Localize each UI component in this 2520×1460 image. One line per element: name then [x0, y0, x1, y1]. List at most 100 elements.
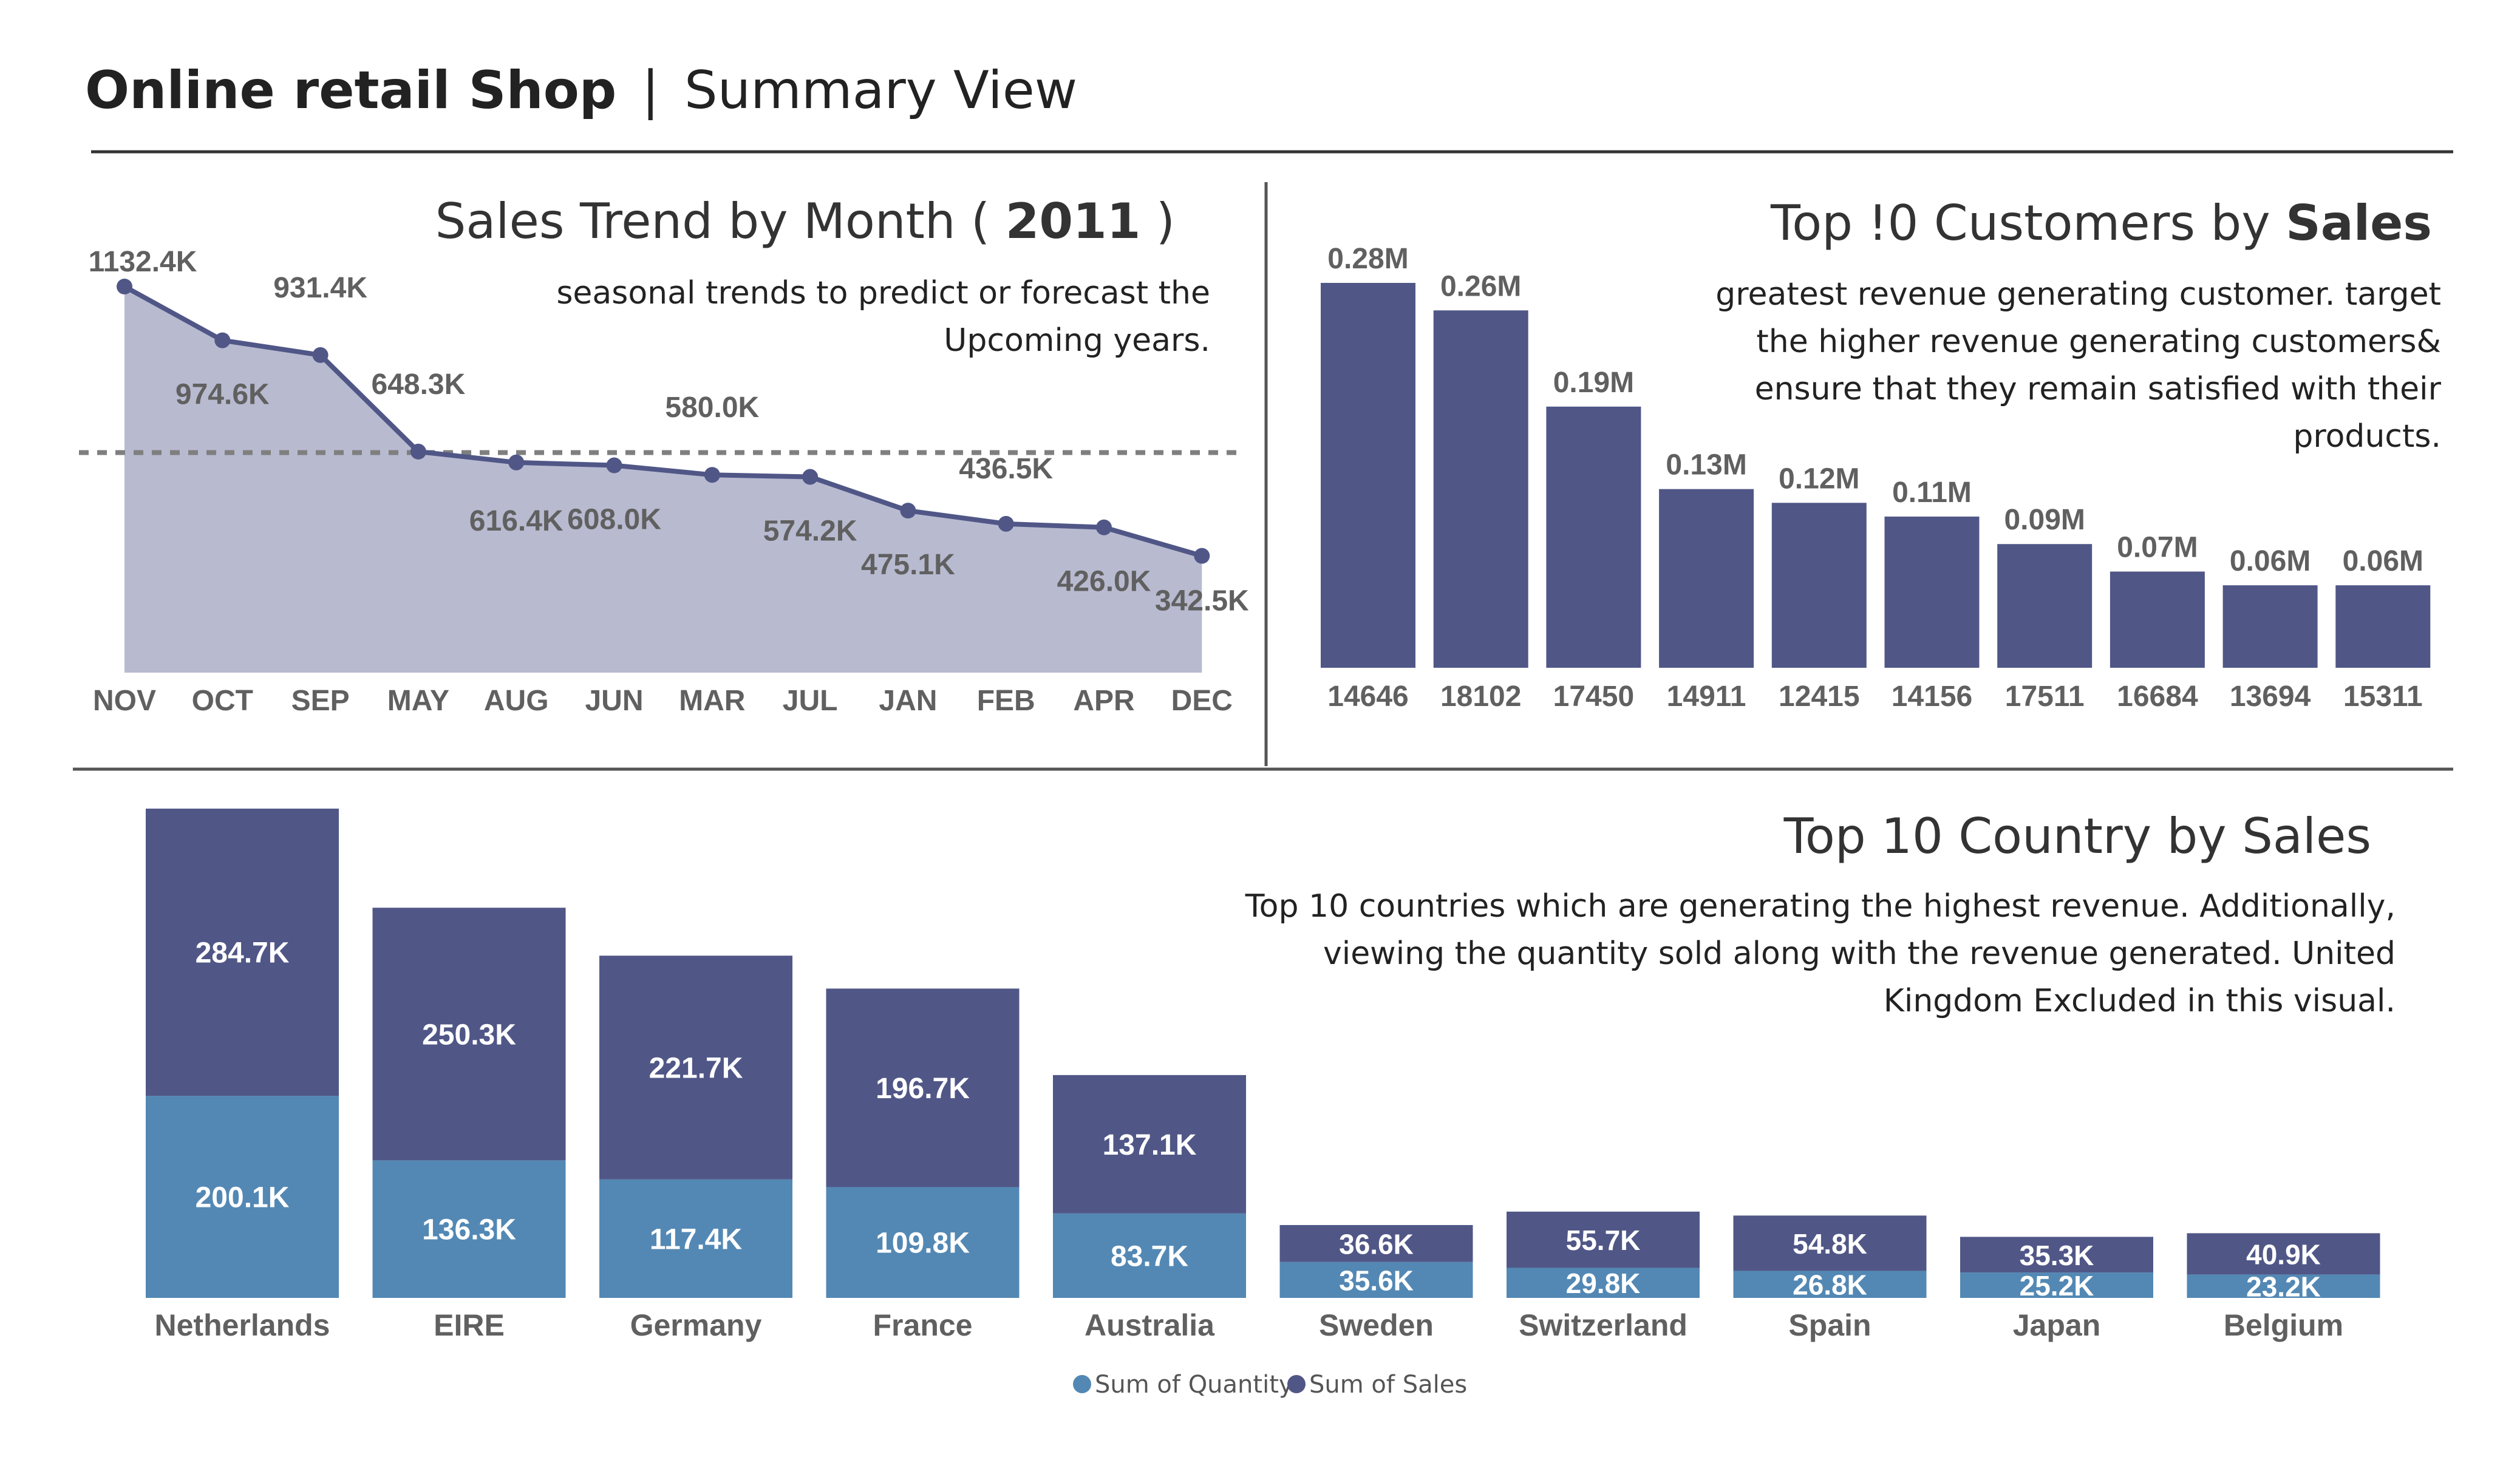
trend-point: [410, 443, 426, 460]
customers-title-bold: Sales: [2286, 195, 2432, 251]
customer-x-tick-label: 16684: [2117, 681, 2198, 713]
page-title-separator: |: [642, 60, 659, 121]
trend-data-label: 580.0K: [665, 392, 759, 424]
country-x-tick-label: Japan: [2013, 1308, 2101, 1342]
customer-bar-label: 0.12M: [1779, 463, 1859, 495]
country-sales-bar: [1507, 1211, 1700, 1268]
customers-title: Top !0 Customers by Sales: [1770, 195, 2432, 251]
country-quantity-label: 26.8K: [1793, 1269, 1867, 1301]
trend-point: [606, 457, 622, 474]
country-quantity-label: 136.3K: [422, 1214, 516, 1246]
trend-x-tick-label: FEB: [977, 685, 1035, 717]
country-quantity-bar: [1507, 1268, 1700, 1298]
sales-trend-panel: Sales Trend by Month ( 2011 ) seasonal t…: [79, 193, 1249, 717]
page-title: Online retail Shop | Summary View: [85, 60, 1077, 121]
customer-x-tick-label: 12415: [1779, 681, 1859, 713]
top-customers-panel: Top !0 Customers by Sales greatest reven…: [1321, 195, 2442, 713]
customer-bar-label: 0.13M: [1666, 449, 1746, 481]
country-quantity-bar: [1733, 1271, 1927, 1298]
country-sales-bar: [146, 809, 339, 1096]
country-x-tick-label: Australia: [1085, 1308, 1215, 1342]
country-sales-bar: [1960, 1237, 2153, 1273]
customer-bar-label: 0.06M: [2343, 545, 2423, 577]
legend-sales-label: Sum of Sales: [1309, 1371, 1467, 1399]
top-countries-chart: 200.1K 284.7K Netherlands 136.3K 250.3K EIRE 1…: [146, 809, 2380, 1342]
country-quantity-bar: [599, 1179, 792, 1298]
customers-desc-line-3: ensure that they remain satisfied with t…: [1755, 371, 2442, 407]
customer-bar: [2110, 571, 2205, 668]
customer-bar: [2335, 585, 2431, 668]
countries-title: Top 10 Country by Sales: [1783, 808, 2371, 864]
country-x-tick-label: Sweden: [1319, 1308, 1434, 1342]
country-x-tick-label: Spain: [1788, 1308, 1871, 1342]
customer-x-tick-label: 15311: [2343, 681, 2423, 713]
trend-x-tick-label: DEC: [1171, 685, 1233, 717]
country-quantity-bar: [2187, 1274, 2380, 1298]
trend-x-tick-label: MAR: [679, 685, 745, 717]
trend-x-tick-label: JAN: [879, 685, 937, 717]
country-sales-bar: [1733, 1215, 1927, 1271]
country-sales-bar: [599, 956, 792, 1180]
country-quantity-bar: [1053, 1213, 1246, 1298]
customer-bar-label: 0.26M: [1440, 270, 1521, 302]
country-sales-label: 54.8K: [1793, 1228, 1867, 1260]
country-sales-label: 40.9K: [2246, 1238, 2321, 1270]
customer-x-tick-label: 14646: [1327, 681, 1408, 713]
country-sales-label: 284.7K: [196, 937, 290, 969]
country-quantity-label: 25.2K: [2020, 1270, 2094, 1302]
trend-data-label: 574.2K: [763, 515, 857, 548]
trend-data-label: 648.3K: [372, 368, 466, 401]
trend-title: Sales Trend by Month ( 2011 ): [435, 193, 1175, 250]
country-sales-bar: [1053, 1075, 1246, 1214]
page-title-light: Summary View: [684, 60, 1077, 121]
customer-x-tick-label: 17511: [2005, 681, 2085, 713]
countries-desc-line-3: Kingdom Excluded in this visual.: [1884, 983, 2396, 1019]
country-quantity-label: 109.8K: [876, 1227, 970, 1260]
customer-bar-label: 0.28M: [1327, 243, 1408, 275]
trend-point: [508, 454, 525, 470]
trend-point: [900, 503, 916, 519]
trend-point: [117, 279, 132, 294]
trend-point: [998, 515, 1014, 532]
country-x-tick-label: Belgium: [2224, 1308, 2343, 1342]
trend-point: [1194, 548, 1210, 564]
country-sales-label: 250.3K: [422, 1019, 516, 1051]
trend-title-prefix: Sales Trend by Month (: [435, 193, 1006, 250]
customer-x-tick-label: 18102: [1440, 681, 1521, 713]
customer-bar: [2222, 585, 2318, 668]
customer-x-tick-label: 14156: [1892, 681, 1972, 713]
country-quantity-label: 35.6K: [1339, 1265, 1414, 1296]
customers-desc-line-1: greatest revenue generating customer. ta…: [1715, 276, 2441, 313]
trend-x-tick-label: AUG: [484, 685, 549, 717]
customer-bar: [1659, 489, 1754, 668]
customer-bar-label: 0.19M: [1553, 367, 1634, 399]
country-quantity-bar: [1279, 1261, 1473, 1298]
trend-data-label: 1132.4K: [89, 246, 197, 278]
trend-x-tick-label: OCT: [192, 685, 253, 717]
country-x-tick-label: Netherlands: [155, 1308, 330, 1342]
country-x-tick-label: Germany: [630, 1308, 762, 1342]
trend-point: [704, 467, 720, 483]
country-quantity-label: 23.2K: [2246, 1271, 2321, 1303]
customer-x-tick-label: 14911: [1667, 681, 1746, 713]
customer-bar: [1771, 503, 1867, 668]
trend-x-tick-label: NOV: [93, 685, 156, 717]
top-countries-panel: Top 10 Country by Sales Top 10 countries…: [146, 808, 2396, 1399]
customer-bar-label: 0.09M: [2004, 504, 2085, 536]
trend-data-label: 616.4K: [469, 505, 564, 537]
customer-bar: [1321, 283, 1415, 668]
sales-trend-chart: 1132.4K NOV 974.6K OCT 931.4K SEP 648.3K MAY 616…: [79, 246, 1249, 717]
country-quantity-bar: [146, 1096, 339, 1298]
trend-data-label: 608.0K: [567, 504, 661, 536]
country-sales-bar: [1279, 1224, 1473, 1262]
country-x-tick-label: EIRE: [434, 1308, 505, 1342]
trend-point: [312, 347, 329, 363]
countries-desc-line-1: Top 10 countries which are generating th…: [1245, 888, 2396, 925]
trend-point: [802, 469, 819, 485]
customer-bar: [1546, 406, 1641, 668]
trend-title-suffix: ): [1140, 193, 1175, 250]
country-sales-label: 137.1K: [1103, 1129, 1197, 1161]
country-quantity-label: 83.7K: [1111, 1240, 1188, 1272]
country-quantity-label: 200.1K: [196, 1182, 290, 1214]
country-quantity-label: 29.8K: [1566, 1268, 1641, 1299]
